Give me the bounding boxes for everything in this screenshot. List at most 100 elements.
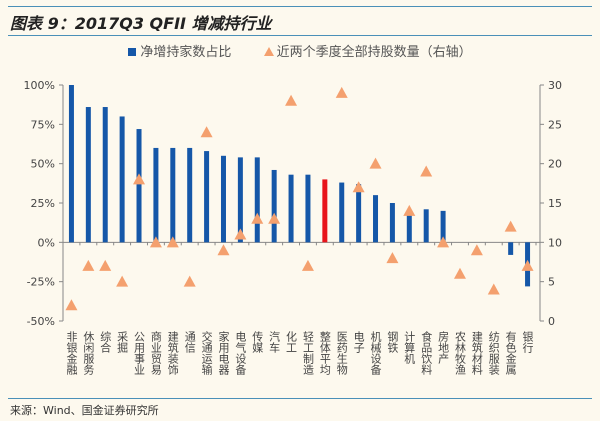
right-tick-label: 5 (548, 276, 555, 289)
chart-plot: -50% -25% 0% 25% 50% 75% 100% 0 5 10 15 20 25 30 非银金融休… (24, 79, 562, 376)
bar-交通运输 (204, 151, 210, 243)
bar-食品饮料 (423, 209, 429, 243)
triangle-marker-化工 (285, 94, 298, 106)
bar-采掘 (119, 116, 125, 243)
right-tick-label: 15 (548, 197, 562, 210)
triangle-marker-农林牧渔 (453, 267, 466, 279)
bar-轻工制造 (305, 174, 311, 243)
category-label: 计算机 (403, 331, 416, 364)
category-label: 采掘 (116, 331, 129, 354)
bar-计算机 (406, 214, 412, 243)
category-label: 有色金属 (504, 330, 517, 376)
legend-label: 近两个季度全部持股数量（右轴） (276, 45, 472, 60)
right-tick-label: 25 (548, 118, 562, 131)
source-note: 来源：Wind、国金证券研究所 (10, 404, 159, 417)
bar-钢铁 (389, 203, 395, 243)
bar-机械设备 (373, 195, 379, 243)
bar-传媒 (254, 157, 260, 243)
triangle-marker-交通运输 (200, 126, 213, 138)
bar-通信 (187, 147, 193, 243)
category-label: 家用电器 (217, 330, 230, 376)
bar-综合 (102, 107, 108, 243)
bar-化工 (288, 174, 294, 243)
bar-家用电器 (220, 155, 226, 243)
triangle-marker-电子 (352, 181, 365, 193)
chart-title: 图表 9：2017Q3 QFII 增减持行业 (10, 14, 272, 33)
left-tick-label: 25% (31, 197, 55, 210)
category-label: 电子 (352, 331, 365, 353)
category-label: 交通运输 (200, 330, 213, 376)
triangle-marker-建筑材料 (470, 244, 483, 256)
triangle-marker-建筑装饰 (166, 236, 179, 248)
left-tick-label: 50% (31, 158, 55, 171)
right-tick-label: 0 (548, 315, 555, 328)
category-label: 公用事业 (133, 331, 146, 375)
bar-电子 (356, 184, 362, 243)
triangle-marker-房地产 (437, 236, 450, 248)
triangle-marker-食品饮料 (420, 165, 433, 177)
left-tick-label: 100% (24, 79, 55, 92)
category-label: 非银金融 (65, 331, 78, 376)
legend: 净增持家数占比 近两个季度全部持股数量（右轴） (0, 41, 600, 60)
category-label: 化工 (285, 330, 298, 353)
category-label: 轻工制造 (301, 330, 314, 375)
left-tick-label: -25% (27, 276, 55, 289)
triangle-marker-轻工制造 (301, 259, 314, 271)
bar-休闲服务 (85, 107, 91, 243)
category-label: 银行 (521, 330, 534, 354)
right-tick-label: 30 (548, 79, 562, 92)
legend-item-triangle: 近两个季度全部持股数量（右轴） (263, 45, 472, 60)
category-label: 医药生物 (335, 331, 348, 375)
right-tick-label: 10 (548, 236, 562, 249)
category-label: 钢铁 (386, 331, 399, 353)
triangle-marker-银行 (521, 259, 534, 271)
triangle-marker-非银金融 (65, 299, 78, 311)
category-label: 建筑材料 (470, 330, 483, 376)
triangle-marker-汽车 (268, 212, 281, 224)
triangle-marker-综合 (99, 259, 112, 271)
bar-有色金属 (508, 242, 514, 255)
bottom-rule (8, 398, 592, 399)
category-label: 电气设备 (234, 331, 247, 376)
triangle-marker-商业贸易 (149, 236, 162, 248)
category-label: 传媒 (251, 331, 264, 354)
bar-商业贸易 (153, 147, 159, 243)
triangle-marker-通信 (183, 275, 196, 287)
bar-swatch-icon (128, 48, 137, 56)
triangle-marker-机械设备 (369, 157, 382, 169)
category-label: 休闲服务 (82, 331, 95, 375)
bar-电气设备 (237, 157, 243, 243)
triangle-marker-公用事业 (133, 173, 146, 185)
bar-整体平均 (322, 179, 328, 243)
triangle-marker-钢铁 (386, 252, 399, 264)
bar-公用事业 (136, 129, 142, 243)
triangle-marker-医药生物 (335, 86, 348, 98)
left-tick-label: -50% (27, 315, 55, 328)
triangle-marker-采掘 (116, 275, 129, 287)
triangle-swatch-icon (263, 47, 274, 56)
category-label: 纺织服装 (487, 330, 500, 376)
triangle-marker-休闲服务 (82, 259, 95, 271)
legend-label: 净增持家数占比 (140, 45, 232, 60)
triangle-marker-计算机 (403, 204, 416, 216)
category-label: 通信 (183, 331, 196, 354)
triangle-marker-家用电器 (217, 244, 230, 256)
category-label: 机械设备 (369, 330, 382, 376)
category-label: 综合 (99, 330, 112, 353)
left-tick-label: 75% (31, 118, 55, 131)
category-label: 农林牧渔 (453, 330, 466, 376)
legend-item-bar: 净增持家数占比 (128, 45, 231, 60)
category-label: 商业贸易 (149, 330, 162, 376)
bar-非银金融 (68, 85, 74, 243)
triangle-marker-纺织服装 (487, 283, 500, 295)
category-label: 整体平均 (318, 330, 331, 376)
category-label: 房地产 (437, 331, 450, 365)
top-rule (8, 6, 592, 7)
right-tick-label: 20 (548, 158, 562, 171)
triangle-marker-有色金属 (504, 220, 517, 232)
category-label: 食品饮料 (420, 330, 433, 376)
category-label: 建筑装饰 (166, 330, 179, 375)
bar-建筑装饰 (170, 147, 176, 243)
title-rule (8, 35, 592, 36)
category-label: 汽车 (268, 330, 281, 354)
